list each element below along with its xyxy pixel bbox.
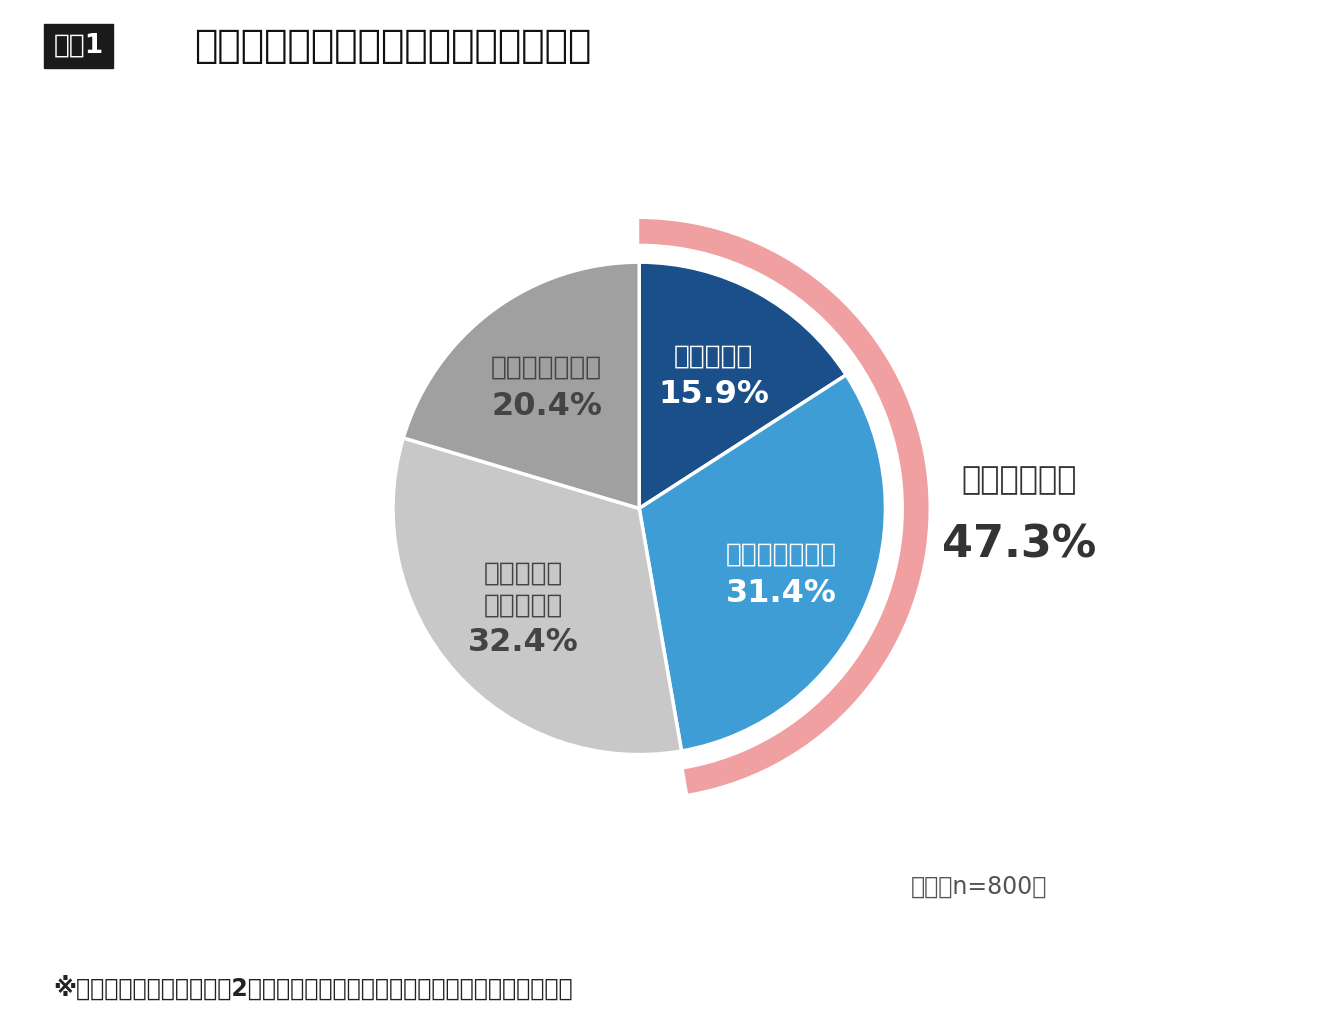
Wedge shape xyxy=(393,438,682,755)
Text: 32.4%: 32.4% xyxy=(468,627,579,658)
Text: 47.3%: 47.3% xyxy=(942,524,1096,567)
Text: 20.4%: 20.4% xyxy=(490,391,602,422)
Text: まああてはまる: まああてはまる xyxy=(726,541,838,568)
Text: 15.9%: 15.9% xyxy=(658,379,769,410)
Text: 31.4%: 31.4% xyxy=(726,578,836,609)
Text: あまりあて
はまらない: あまりあて はまらない xyxy=(484,561,563,619)
Text: ※構成比（％）は小数点第2位以下を四捨五入しているため、誤差が生じます。: ※構成比（％）は小数点第2位以下を四捨五入しているため、誤差が生じます。 xyxy=(54,975,574,1001)
Text: あてはまる: あてはまる xyxy=(674,343,753,370)
Text: あてはまらない: あてはまらない xyxy=(490,355,602,381)
Wedge shape xyxy=(403,262,639,508)
Text: 全体（n=800）: 全体（n=800） xyxy=(911,874,1048,898)
Wedge shape xyxy=(639,375,886,751)
Text: あてはまる計: あてはまる計 xyxy=(962,466,1077,496)
Wedge shape xyxy=(639,220,929,793)
Wedge shape xyxy=(639,262,846,508)
Text: 今年は例年より紫外線対策を忘れがち: 今年は例年より紫外線対策を忘れがち xyxy=(194,27,592,65)
Text: 図表1: 図表1 xyxy=(54,33,105,59)
